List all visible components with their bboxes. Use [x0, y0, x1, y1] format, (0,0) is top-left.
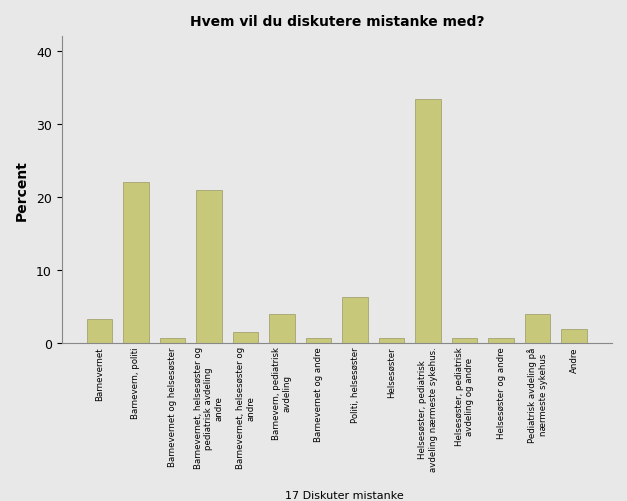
Bar [123, 183, 149, 344]
Bar [379, 338, 404, 344]
Bar [269, 315, 295, 344]
Bar [561, 329, 587, 344]
Text: 17 Diskuter mistanke: 17 Diskuter mistanke [285, 490, 404, 500]
Bar [160, 338, 185, 344]
Y-axis label: Percent: Percent [15, 160, 29, 221]
Bar [233, 333, 258, 344]
Title: Hvem vil du diskutere mistanke med?: Hvem vil du diskutere mistanke med? [189, 15, 484, 29]
Bar [488, 338, 514, 344]
Bar [342, 298, 368, 344]
Bar [306, 338, 331, 344]
Bar [452, 338, 477, 344]
Bar [87, 320, 112, 344]
Bar [525, 315, 551, 344]
Bar [196, 190, 222, 344]
Bar [415, 100, 441, 344]
